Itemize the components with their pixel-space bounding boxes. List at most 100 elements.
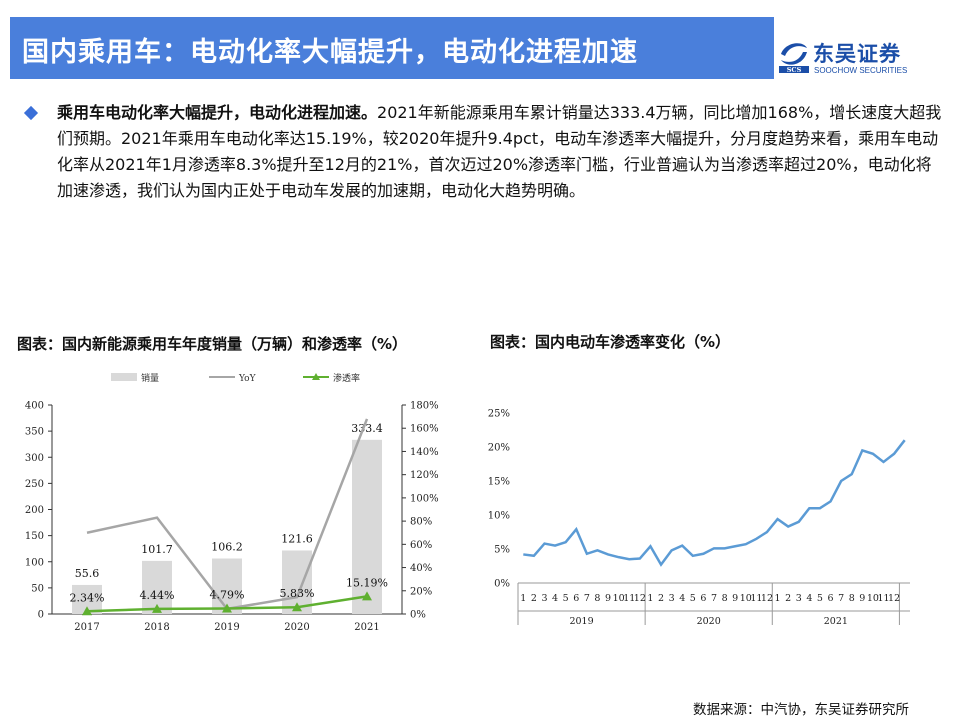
x-tick-label-month: 12 bbox=[761, 593, 773, 604]
x-tick-label-month: 1 bbox=[520, 593, 526, 604]
x-tick-label-year: 2020 bbox=[697, 616, 721, 625]
bar-value-label: 101.7 bbox=[141, 543, 173, 556]
y-tick-label-left: 300 bbox=[25, 453, 44, 464]
y-tick-label: 0% bbox=[494, 579, 510, 590]
x-tick-label-month: 4 bbox=[679, 593, 685, 604]
penetration-value-label: 4.44% bbox=[140, 589, 175, 602]
x-tick-label-month: 4 bbox=[552, 593, 558, 604]
x-tick-label-month: 2 bbox=[531, 593, 537, 604]
y-tick-label-left: 50 bbox=[31, 583, 44, 594]
x-tick-label-month: 5 bbox=[563, 593, 569, 604]
legend-marker-penetration bbox=[312, 373, 320, 380]
x-tick-label: 2017 bbox=[74, 622, 99, 633]
bar-value-label: 333.4 bbox=[351, 422, 383, 435]
x-tick-label: 2018 bbox=[144, 622, 169, 633]
x-tick-label-month: 10 bbox=[740, 593, 752, 604]
x-tick-label-month: 9 bbox=[859, 593, 865, 604]
y-tick-label: 15% bbox=[488, 477, 510, 488]
x-tick-label-month: 8 bbox=[594, 593, 600, 604]
logo-mark-icon: SCS bbox=[779, 43, 809, 74]
x-tick-label-month: 6 bbox=[700, 593, 706, 604]
x-tick-label-month: 6 bbox=[573, 593, 579, 604]
x-tick-label: 2019 bbox=[214, 622, 239, 633]
bar-value-label: 106.2 bbox=[211, 541, 243, 554]
x-tick-label-month: 5 bbox=[817, 593, 823, 604]
x-tick-label-month: 4 bbox=[806, 593, 812, 604]
y-tick-label-right: 140% bbox=[410, 447, 439, 458]
y-tick-label-left: 100 bbox=[25, 557, 44, 568]
legend-swatch-sales bbox=[111, 373, 137, 381]
svg-text:SCS: SCS bbox=[787, 66, 802, 74]
x-tick-label-year: 2019 bbox=[569, 616, 593, 625]
x-tick-label-month: 1 bbox=[647, 593, 653, 604]
penetration-value-label: 4.79% bbox=[210, 588, 245, 601]
legend-label: YoY bbox=[238, 374, 257, 384]
data-source: 数据来源：中汽协，东吴证券研究所 bbox=[693, 702, 909, 718]
x-tick-label-month: 8 bbox=[722, 593, 728, 604]
legend-label: 销量 bbox=[141, 372, 159, 384]
x-tick-label-month: 11 bbox=[877, 593, 889, 604]
y-tick-label-right: 40% bbox=[410, 563, 432, 574]
penetration-value-label: 15.19% bbox=[346, 576, 388, 589]
penetration-value-label: 5.83% bbox=[280, 587, 315, 600]
x-tick-label-month: 5 bbox=[690, 593, 696, 604]
page-title: 国内乘用车：电动化率大幅提升，电动化进程加速 bbox=[22, 37, 638, 68]
title-bar: 国内乘用车：电动化率大幅提升，电动化进程加速 bbox=[10, 17, 774, 79]
marker-penetration bbox=[152, 603, 162, 613]
penetration-value-label: 2.34% bbox=[70, 591, 105, 604]
y-tick-label-right: 180% bbox=[410, 401, 439, 412]
x-tick-label-month: 10 bbox=[613, 593, 625, 604]
x-tick-label-month: 12 bbox=[888, 593, 900, 604]
summary-lead: 乘用车电动化率大幅提升，电动化进程加速。 bbox=[57, 103, 378, 122]
legend-label: 渗透率 bbox=[333, 372, 360, 384]
x-tick-label-month: 7 bbox=[711, 593, 717, 604]
x-tick-label-month: 3 bbox=[796, 593, 802, 604]
summary-body: 2021年新能源乘用车累计销量达333.4万辆，同比增加168%，增长速度大超我… bbox=[57, 103, 942, 200]
company-logo: SCS 东吴证券 SOOCHOW SECURITIES bbox=[777, 36, 947, 80]
marker-penetration bbox=[362, 591, 372, 601]
x-tick-label: 2021 bbox=[354, 622, 379, 633]
x-tick-label-month: 12 bbox=[634, 593, 646, 604]
x-tick-label-month: 6 bbox=[828, 593, 834, 604]
y-tick-label-right: 0% bbox=[410, 610, 426, 621]
chart2-title: 图表：国内电动车渗透率变化（%） bbox=[490, 333, 731, 351]
y-tick-label-left: 0 bbox=[38, 610, 44, 621]
logo-en-text: SOOCHOW SECURITIES bbox=[814, 66, 908, 75]
y-tick-label-left: 250 bbox=[25, 479, 44, 490]
y-tick-label: 20% bbox=[488, 443, 510, 454]
x-tick-label-month: 10 bbox=[867, 593, 879, 604]
marker-penetration bbox=[222, 603, 232, 613]
diamond-bullet-icon bbox=[23, 105, 39, 121]
y-tick-label-right: 120% bbox=[410, 470, 439, 481]
x-tick-label-month: 8 bbox=[849, 593, 855, 604]
summary-paragraph: 乘用车电动化率大幅提升，电动化进程加速。2021年新能源乘用车累计销量达333.… bbox=[57, 100, 947, 204]
y-tick-label-left: 200 bbox=[25, 505, 44, 516]
y-tick-label-right: 60% bbox=[410, 540, 432, 551]
chart1-title: 图表：国内新能源乘用车年度销量（万辆）和渗透率（%） bbox=[17, 335, 408, 353]
x-tick-label-month: 11 bbox=[750, 593, 762, 604]
bar-value-label: 55.6 bbox=[75, 567, 100, 580]
x-tick-label-month: 7 bbox=[838, 593, 844, 604]
y-tick-label-right: 80% bbox=[410, 517, 432, 528]
x-tick-label-month: 2 bbox=[785, 593, 791, 604]
marker-penetration bbox=[292, 602, 302, 612]
y-tick-label-left: 350 bbox=[25, 427, 44, 438]
x-tick-label-month: 3 bbox=[669, 593, 675, 604]
x-tick-label-year: 2021 bbox=[824, 616, 848, 625]
x-tick-label-month: 3 bbox=[541, 593, 547, 604]
bar-value-label: 121.6 bbox=[281, 532, 313, 545]
x-tick-label-month: 9 bbox=[605, 593, 611, 604]
y-tick-label: 10% bbox=[488, 511, 510, 522]
y-tick-label: 5% bbox=[494, 545, 510, 556]
y-tick-label-left: 150 bbox=[25, 531, 44, 542]
x-tick-label-month: 11 bbox=[623, 593, 635, 604]
y-tick-label: 25% bbox=[488, 409, 510, 420]
x-tick-label: 2020 bbox=[284, 622, 309, 633]
x-tick-label-month: 2 bbox=[658, 593, 664, 604]
y-tick-label-left: 400 bbox=[25, 401, 44, 412]
annual-sales-chart: 销量 YoY 渗透率 0 50 100 150 200 250 300 350 400 0% 20% 40%… bbox=[25, 372, 439, 633]
marker-penetration bbox=[82, 606, 92, 616]
y-tick-label-right: 100% bbox=[410, 493, 439, 504]
x-tick-label-month: 7 bbox=[584, 593, 590, 604]
